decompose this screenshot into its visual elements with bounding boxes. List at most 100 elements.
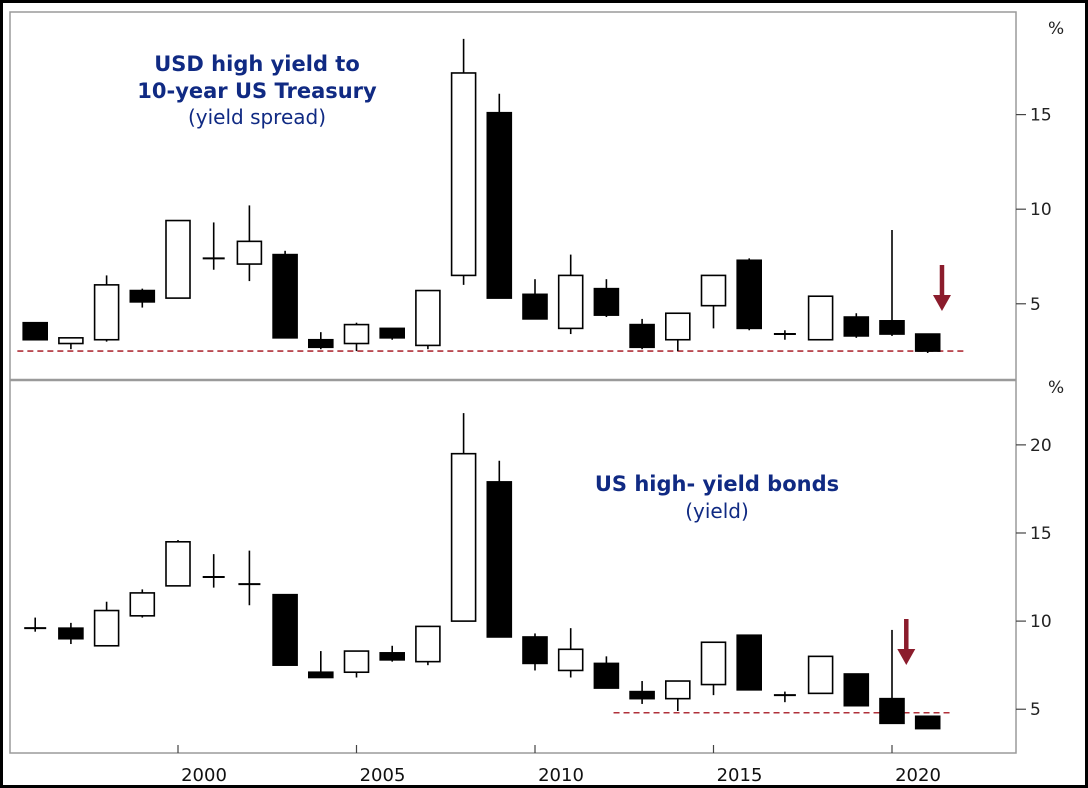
candle-2003	[272, 593, 298, 666]
y-tick-label: 5	[1030, 700, 1041, 720]
candle-2000	[165, 540, 191, 587]
candle-body	[450, 452, 477, 622]
yield-panel: 5 10 15 20 % US high- yield bonds (yield)	[24, 378, 1064, 730]
candle-body	[415, 289, 441, 347]
candle-1997	[58, 622, 84, 645]
candle-body	[93, 284, 120, 341]
candle-body	[58, 337, 84, 345]
x-axis: 2000 2005 2010 2015 2020	[177, 745, 941, 786]
candle-body	[272, 253, 298, 339]
candle-2010	[522, 279, 548, 320]
candle-2007	[415, 289, 441, 350]
candle-body	[272, 593, 298, 666]
candle-body	[450, 72, 477, 277]
candle-body	[307, 671, 334, 679]
candle-body	[379, 327, 406, 339]
candle-body	[307, 338, 334, 349]
down-arrow-icon	[932, 265, 951, 311]
candle-2017	[773, 691, 796, 703]
candle-body	[593, 287, 620, 316]
candle-body	[736, 634, 763, 691]
candle-2010	[522, 633, 548, 671]
candle-2012	[593, 279, 620, 318]
x-tick-label: 2015	[717, 765, 763, 786]
candle-1997	[58, 337, 84, 350]
candle-2011	[557, 628, 584, 678]
candle-2009	[486, 93, 513, 299]
candle-body	[664, 312, 691, 341]
candle-body	[343, 650, 370, 674]
candle-2015	[700, 274, 727, 329]
candle-body	[629, 690, 655, 700]
candle-body	[522, 636, 548, 665]
candle-2014	[664, 680, 691, 711]
candle-2015	[700, 641, 727, 696]
spread-panel: 5 10 15 % USD high yield to 10-year US Tre…	[17, 19, 1064, 353]
candle-body	[807, 655, 834, 695]
y-tick-label: 5	[1030, 295, 1041, 315]
candle-body	[58, 627, 84, 640]
down-arrow-icon	[897, 619, 916, 665]
candle-body	[522, 293, 548, 320]
candle-2003	[272, 250, 298, 339]
candle-2017	[773, 330, 796, 340]
candle-2006	[379, 645, 406, 662]
candle-body	[914, 715, 941, 730]
candle-body	[843, 316, 870, 337]
candle-body	[557, 648, 584, 672]
y-tick-label: 15	[1030, 106, 1052, 126]
candle-body	[736, 259, 763, 330]
candle-2001	[202, 222, 225, 270]
candle-2002	[236, 205, 263, 282]
candle-2021	[914, 715, 941, 730]
candle-2000	[165, 219, 191, 299]
candle-2018	[807, 655, 834, 695]
candle-2011	[557, 254, 584, 335]
candle-body	[236, 240, 263, 265]
candle-2019	[843, 313, 870, 338]
candle-2004	[307, 651, 334, 679]
spread-unit: %	[1048, 19, 1064, 39]
x-tick-label: 2000	[181, 765, 227, 786]
candle-2012	[593, 656, 620, 689]
y-tick-label: 10	[1030, 200, 1052, 220]
y-tick-label: 15	[1030, 524, 1052, 544]
candle-body	[165, 219, 191, 299]
candle-2005	[343, 650, 370, 678]
candle-body	[22, 321, 49, 341]
candle-body	[129, 592, 156, 617]
candle-2018	[807, 295, 834, 341]
candle-2008	[450, 38, 477, 285]
candle-2005	[343, 322, 370, 352]
candle-body	[486, 481, 513, 638]
candle-2020	[879, 629, 905, 725]
spread-title-line-2: 10-year US Treasury	[137, 79, 377, 103]
candle-1996	[22, 321, 49, 341]
candle-body	[629, 323, 655, 349]
candle-1998	[93, 275, 120, 342]
candle-body	[914, 333, 941, 352]
candle-2016	[736, 634, 763, 691]
candle-2016	[736, 258, 763, 331]
candle-body	[807, 295, 834, 341]
candle-body	[700, 641, 727, 686]
candle-body	[593, 662, 620, 689]
candle-1996	[24, 617, 47, 632]
candle-body	[879, 697, 905, 725]
candle-2008	[450, 413, 477, 622]
candle-2019	[843, 673, 870, 707]
candle-2009	[486, 460, 513, 638]
candle-body	[486, 111, 513, 299]
spread-subtitle: (yield spread)	[188, 105, 326, 129]
candle-2013	[629, 681, 655, 704]
candle-2020	[879, 230, 905, 336]
x-tick-label: 2010	[538, 765, 584, 786]
candle-1999	[129, 288, 156, 308]
y-tick-label: 20	[1030, 436, 1052, 456]
candle-body	[165, 541, 191, 587]
candle-body	[415, 625, 441, 663]
yield-subtitle: (yield)	[685, 499, 749, 523]
candle-body	[700, 274, 727, 307]
candle-1999	[129, 589, 156, 618]
